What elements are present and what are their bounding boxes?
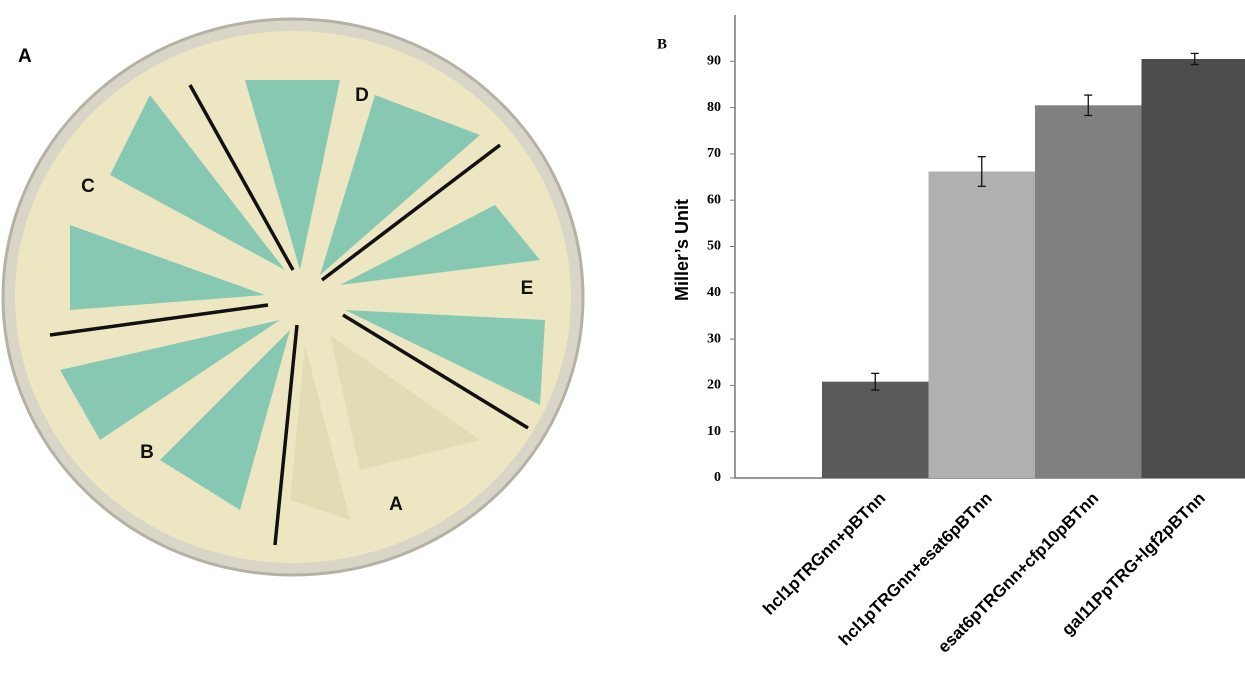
y-tick-label: 10 (707, 424, 721, 439)
sector-label: D (355, 85, 369, 106)
y-tick-label: 40 (707, 285, 721, 300)
sector-label: A (389, 494, 403, 515)
y-tick-label: 60 (707, 192, 721, 207)
bar (1035, 105, 1142, 478)
panel-label: A (18, 46, 32, 67)
figure: C D E B A A B Miller’s Unit 0 10 20 30 40 50 6… (0, 0, 1245, 683)
y-tick-label: 50 (707, 239, 721, 254)
petri-dish-photo: C D E B A (3, 19, 583, 575)
bar (822, 382, 929, 478)
sector-label: E (521, 278, 534, 299)
panel-label: B (657, 36, 667, 52)
y-tick-label: 30 (707, 331, 721, 346)
y-axis-label: Miller’s Unit (672, 199, 692, 301)
sector-label: C (81, 176, 95, 197)
y-tick-label: 90 (707, 54, 721, 69)
y-tick-label: 20 (707, 378, 721, 393)
sector-label: B (140, 442, 154, 463)
bar (929, 171, 1036, 478)
y-tick-label: 0 (714, 470, 721, 485)
bar (1142, 59, 1245, 478)
x-tick-label: hcl1pTRGnn+pBTnn (759, 489, 889, 619)
y-tick-label: 70 (707, 146, 721, 161)
y-tick-label: 80 (707, 100, 721, 115)
